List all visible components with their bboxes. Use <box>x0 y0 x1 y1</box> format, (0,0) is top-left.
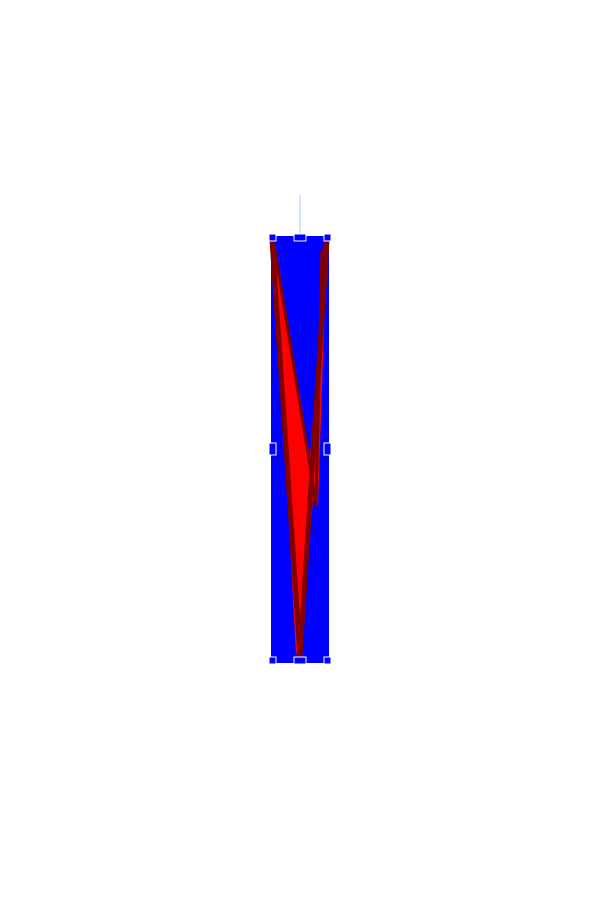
handle-middle-left[interactable] <box>268 442 277 456</box>
handle-top-center[interactable] <box>293 233 307 242</box>
red-chevron-artwork <box>269 239 330 658</box>
selection-handles[interactable] <box>268 233 332 665</box>
handle-middle-right[interactable] <box>323 442 332 456</box>
handle-bottom-center[interactable] <box>293 656 307 665</box>
handle-bottom-right[interactable] <box>323 656 332 665</box>
chevron-inner-stroke <box>272 243 324 507</box>
handle-top-right[interactable] <box>323 233 332 242</box>
handle-bottom-left[interactable] <box>268 656 277 665</box>
handle-top-left[interactable] <box>268 233 277 242</box>
